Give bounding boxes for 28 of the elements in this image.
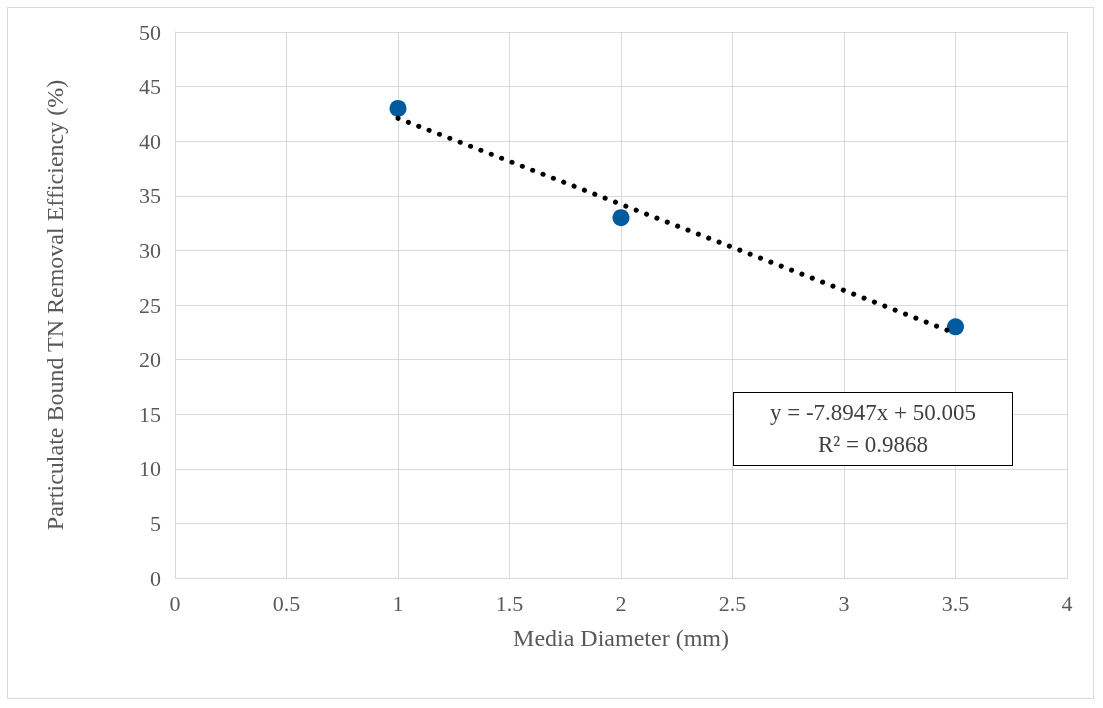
x-tick-label: 3.5 xyxy=(941,590,970,616)
y-tick-label: 30 xyxy=(139,237,161,263)
y-tick-label: 40 xyxy=(139,128,161,154)
x-tick-label: 2 xyxy=(615,590,627,616)
y-tick-label: 50 xyxy=(139,19,161,45)
y-tick-label: 25 xyxy=(139,292,161,318)
x-tick-label: 1 xyxy=(392,590,404,616)
x-tick-label: 0 xyxy=(169,590,181,616)
x-tick-label: 4 xyxy=(1061,590,1073,616)
x-tick-label: 3 xyxy=(838,590,850,616)
x-tick-label: 0.5 xyxy=(272,590,301,616)
y-tick-label: 15 xyxy=(139,401,161,427)
point xyxy=(947,318,964,336)
y-tick-label: 35 xyxy=(139,183,161,209)
y-tick-label: 10 xyxy=(139,456,161,482)
x-tick-label: 1.5 xyxy=(495,590,524,616)
annotation: y = -7.8947x + 50.005 xyxy=(768,399,978,427)
x-axis-title: Media Diameter (mm) xyxy=(513,625,729,651)
y-axis-title: Particulate Bound TN Removal Efficiency (%) xyxy=(42,79,68,531)
y-tick-label: 20 xyxy=(139,347,161,373)
y-tick-label: 0 xyxy=(150,565,161,591)
y-tick-label: 5 xyxy=(150,510,161,536)
y-tick-label: 45 xyxy=(139,74,161,100)
equation-box: y = -7.8947x + 50.005 R² = 0.9868 xyxy=(733,392,1013,466)
annotation: R² = 0.9868 xyxy=(817,431,929,459)
point xyxy=(389,99,407,117)
x-tick-label: 2.5 xyxy=(718,590,747,616)
point xyxy=(612,209,630,227)
